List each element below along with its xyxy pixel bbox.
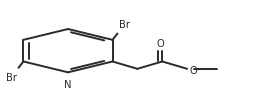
Text: Br: Br: [6, 73, 17, 83]
Text: O: O: [156, 39, 164, 49]
Text: O: O: [190, 66, 198, 76]
Text: N: N: [64, 80, 72, 90]
Text: Br: Br: [119, 20, 130, 30]
